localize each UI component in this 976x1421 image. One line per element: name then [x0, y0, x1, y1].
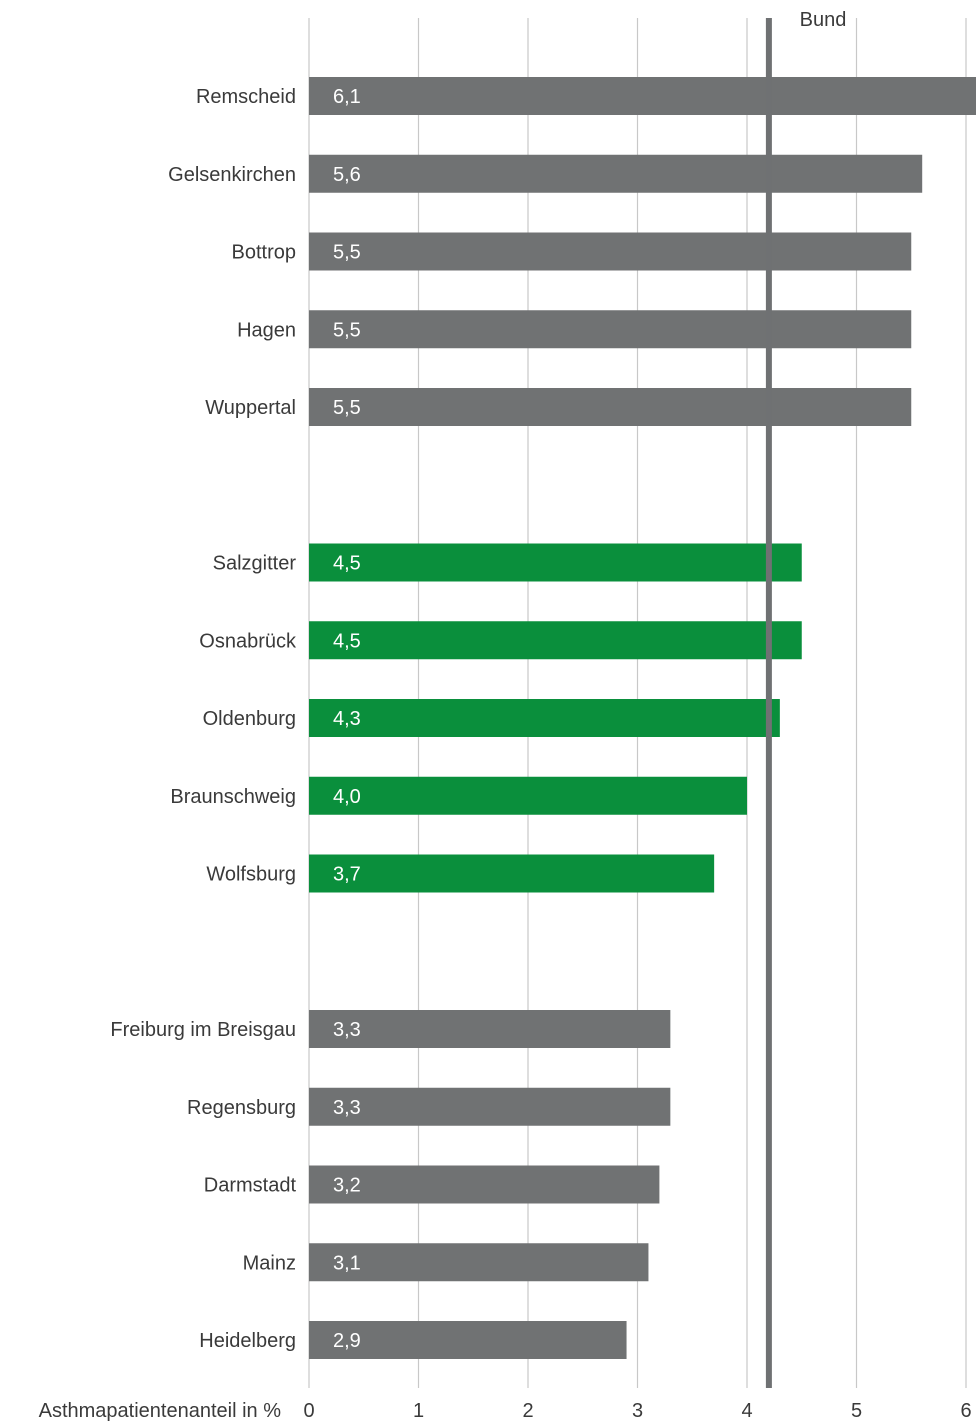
bar-bottrop	[309, 232, 912, 271]
category-label: Mainz	[243, 1252, 296, 1274]
category-label: Freiburg im Breisgau	[110, 1019, 296, 1041]
category-label: Osnabrück	[199, 630, 297, 652]
data-label: 5,5	[333, 242, 361, 264]
category-label: Gelsenkirchen	[168, 164, 296, 186]
x-tick-label-3: 3	[632, 1400, 643, 1421]
bar-darmstadt	[309, 1165, 660, 1204]
category-label: Bottrop	[232, 242, 296, 264]
bar-mainz	[309, 1243, 649, 1282]
bar-wuppertal	[309, 388, 912, 426]
data-label: 4,5	[333, 553, 361, 575]
bar-oldenburg	[309, 699, 780, 737]
data-label: 2,9	[333, 1330, 361, 1352]
data-label: 4,3	[333, 708, 361, 730]
bar-wolfsburg	[309, 854, 715, 893]
bar-braunschweig	[309, 776, 747, 815]
bar-regensburg	[309, 1087, 671, 1126]
x-tick-label-0: 0	[303, 1400, 314, 1421]
bar-salzgitter	[309, 543, 802, 582]
category-label: Regensburg	[187, 1097, 296, 1119]
bars	[309, 77, 976, 1359]
data-label: 5,5	[333, 319, 361, 341]
bar-freiburg-im-breisgau	[309, 1010, 671, 1048]
category-label: Wuppertal	[205, 397, 296, 419]
data-label: 3,3	[333, 1019, 361, 1041]
data-label: 6,1	[333, 86, 361, 108]
x-tick-label-6: 6	[960, 1400, 971, 1421]
reference-line-label: Bund	[800, 9, 847, 31]
category-label: Wolfsburg	[206, 864, 296, 886]
x-axis: Asthmapatientenanteil in % 0 1 2 3 4 5 6	[39, 1400, 972, 1421]
data-label: 4,0	[333, 786, 361, 808]
data-label: 3,2	[333, 1175, 361, 1197]
data-label: 5,6	[333, 164, 361, 186]
x-tick-label-2: 2	[522, 1400, 533, 1421]
category-label: Heidelberg	[199, 1330, 296, 1352]
x-tick-label-4: 4	[741, 1400, 752, 1421]
bar-remscheid	[309, 77, 976, 115]
reference-line-group: Bund	[765, 9, 847, 1388]
data-label: 3,7	[333, 864, 361, 886]
data-label: 5,5	[333, 397, 361, 419]
x-tick-label-1: 1	[413, 1400, 424, 1421]
category-label: Darmstadt	[204, 1175, 297, 1197]
bar-osnabr-ck	[309, 621, 802, 660]
bar-heidelberg	[309, 1321, 627, 1359]
data-label: 4,5	[333, 630, 361, 652]
category-label: Oldenburg	[203, 708, 296, 730]
data-label: 3,1	[333, 1252, 361, 1274]
data-label: 3,3	[333, 1097, 361, 1119]
category-label: Hagen	[237, 319, 296, 341]
category-label: Braunschweig	[170, 786, 296, 808]
labels: Remscheid 6,1 Gelsenkirchen 5,6 Bottrop 5,5 Ha…	[110, 86, 360, 1352]
x-tick-label-5: 5	[851, 1400, 862, 1421]
bar-gelsenkirchen	[309, 154, 923, 193]
category-label: Remscheid	[196, 86, 296, 108]
bar-hagen	[309, 310, 912, 349]
x-axis-title: Asthmapatientenanteil in %	[39, 1400, 282, 1421]
category-label: Salzgitter	[213, 553, 297, 575]
